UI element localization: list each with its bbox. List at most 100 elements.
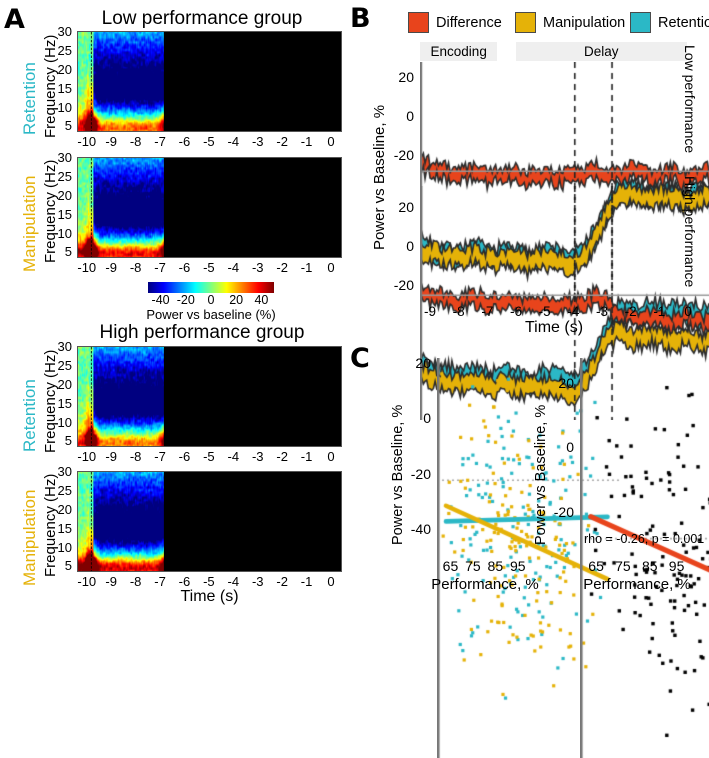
xtick-label: -4 — [227, 574, 240, 589]
xtick-label: -6 — [178, 134, 191, 149]
ytick-label: 5 — [64, 118, 72, 134]
ytick-label: 10 — [57, 414, 72, 430]
xaxis-label-a: Time (s) — [180, 588, 239, 605]
panel-a-high-title: High performance group — [99, 322, 305, 343]
xaxis-label-b: Time (s) — [524, 319, 584, 336]
xtick-label: -3 — [251, 260, 264, 275]
xtick-label: -8 — [129, 260, 142, 275]
xaxis-label-c-right: Performance, % — [583, 576, 691, 593]
legend-item-retention[interactable]: Retention — [630, 12, 709, 33]
yticks-c-right: 20 0 -20 — [543, 358, 577, 558]
yticks-c-left: 20 0 -20 -40 — [400, 355, 434, 558]
xticks-a3: -10 -9 -8 -7 -6 -5 -4 -3 -2 -1 0 — [77, 449, 342, 465]
ytick-label: 25 — [57, 169, 72, 185]
ytick-label: 30 — [57, 339, 72, 355]
ytick-label: 30 — [57, 150, 72, 166]
row-label-manipulation-low: Manipulation — [20, 175, 39, 272]
ytick-label: 10 — [57, 539, 72, 555]
ytick-label: 20 — [398, 68, 414, 85]
xtick-label: -3 — [251, 574, 264, 589]
panel-c-letter: C — [350, 343, 370, 374]
xticks-a1: -10 -9 -8 -7 -6 -5 -4 -3 -2 -1 0 — [77, 134, 342, 150]
row-label-retention-low: Retention — [20, 62, 39, 135]
xtick-label: -5 — [203, 449, 215, 464]
xtick-label: -9 — [105, 134, 117, 149]
spectrogram-low-retention — [77, 31, 342, 132]
yticks-b1: 20 0 -20 — [385, 48, 417, 178]
yticks-b2: 20 0 -20 — [385, 178, 417, 308]
legend-item-difference[interactable]: Difference — [408, 12, 502, 33]
panel-b-epoch-bands: Encoding Delay — [420, 42, 690, 62]
colorbar-label: Power vs baseline (%) — [146, 307, 276, 322]
ytick-label: 25 — [57, 43, 72, 59]
ytick-label: 5 — [64, 244, 72, 260]
xtick-label: -1 — [300, 449, 313, 464]
epoch-band-delay: Delay — [516, 42, 687, 61]
xtick-label: 0 — [327, 574, 335, 589]
xtick-label: 95 — [668, 558, 685, 574]
xtick-label: -4 — [227, 134, 240, 149]
ytick-label: 0 — [423, 410, 431, 427]
xtick-label: -5 — [203, 260, 215, 275]
ytick-label: 20 — [57, 376, 72, 392]
legend-swatch — [630, 12, 651, 33]
colorbar-tick-label: -20 — [176, 293, 195, 307]
panelB-high-performance-plot — [420, 186, 709, 420]
spectrogram-high-manipulation — [77, 471, 342, 572]
colorbar-tick-label: 40 — [254, 293, 269, 307]
xtick-label: -3 — [251, 134, 264, 149]
panel-b-letter: B — [350, 3, 371, 34]
xtick-label: -7 — [481, 304, 494, 319]
xtick-label: -2 — [276, 134, 288, 149]
ytick-label: 10 — [57, 225, 72, 241]
ytick-label: 20 — [57, 61, 72, 77]
xtick-label: 0 — [327, 449, 335, 464]
xticks-c-right: 65 75 85 95 — [580, 558, 690, 574]
xtick-label: -10 — [77, 134, 97, 149]
ytick-label: 15 — [57, 520, 72, 536]
xtick-label: -7 — [154, 260, 166, 275]
panel-b-legend: Difference Manipulation Retention — [408, 12, 709, 36]
xtick-label: -1 — [300, 574, 313, 589]
xticks-b: -9 -8 -7 -6 -5 -4 -3 -2 -1 0 — [420, 304, 692, 320]
xtick-label: -2 — [276, 449, 288, 464]
legend-item-manipulation[interactable]: Manipulation — [515, 12, 625, 33]
xtick-label: -8 — [452, 304, 465, 319]
xtick-label: 0 — [684, 304, 692, 319]
panelC-right-scatter-plot — [580, 358, 709, 758]
xticks-a4: -10 -9 -8 -7 -6 -5 -4 -3 -2 -1 0 — [77, 574, 342, 590]
xtick-label: -8 — [129, 134, 142, 149]
ytick-label: 0 — [566, 439, 574, 456]
panelC-right-stat: rho = -0.26, p = 0.001 — [584, 532, 705, 546]
legend-label: Manipulation — [543, 14, 626, 31]
panelB-low-performance-plot — [420, 62, 709, 296]
xtick-label: -3 — [595, 304, 608, 319]
ytick-label: -40 — [410, 521, 431, 538]
ytick-label: -20 — [393, 146, 414, 163]
xtick-label: -4 — [567, 304, 580, 319]
xtick-label: -9 — [424, 304, 437, 319]
ytick-label: -20 — [393, 276, 414, 293]
xtick-label: -3 — [251, 449, 264, 464]
panelC-left-scatter-plot — [437, 358, 621, 758]
xtick-label: -1 — [300, 260, 313, 275]
legend-swatch — [408, 12, 429, 33]
xaxis-label-c-left: Performance, % — [431, 576, 539, 593]
xtick-label: -5 — [203, 134, 215, 149]
xtick-label: -7 — [154, 134, 166, 149]
xtick-label: -2 — [276, 260, 288, 275]
colorbar-tick-label: 0 — [207, 293, 215, 307]
xtick-label: -4 — [227, 260, 240, 275]
xtick-label: -8 — [129, 449, 142, 464]
ytick-label: 15 — [57, 395, 72, 411]
ytick-label: 20 — [57, 187, 72, 203]
colorbar — [148, 282, 274, 293]
yticks-a2: 30 25 20 15 10 5 — [44, 150, 74, 260]
colorbar-tick-label: 20 — [229, 293, 244, 307]
row-label-low-performance: Low performance — [682, 45, 698, 154]
ytick-label: 20 — [57, 501, 72, 517]
xtick-label: -4 — [227, 449, 240, 464]
ytick-label: 10 — [57, 99, 72, 115]
legend-swatch — [515, 12, 536, 33]
xticks-a2: -10 -9 -8 -7 -6 -5 -4 -3 -2 -1 0 — [77, 260, 342, 276]
